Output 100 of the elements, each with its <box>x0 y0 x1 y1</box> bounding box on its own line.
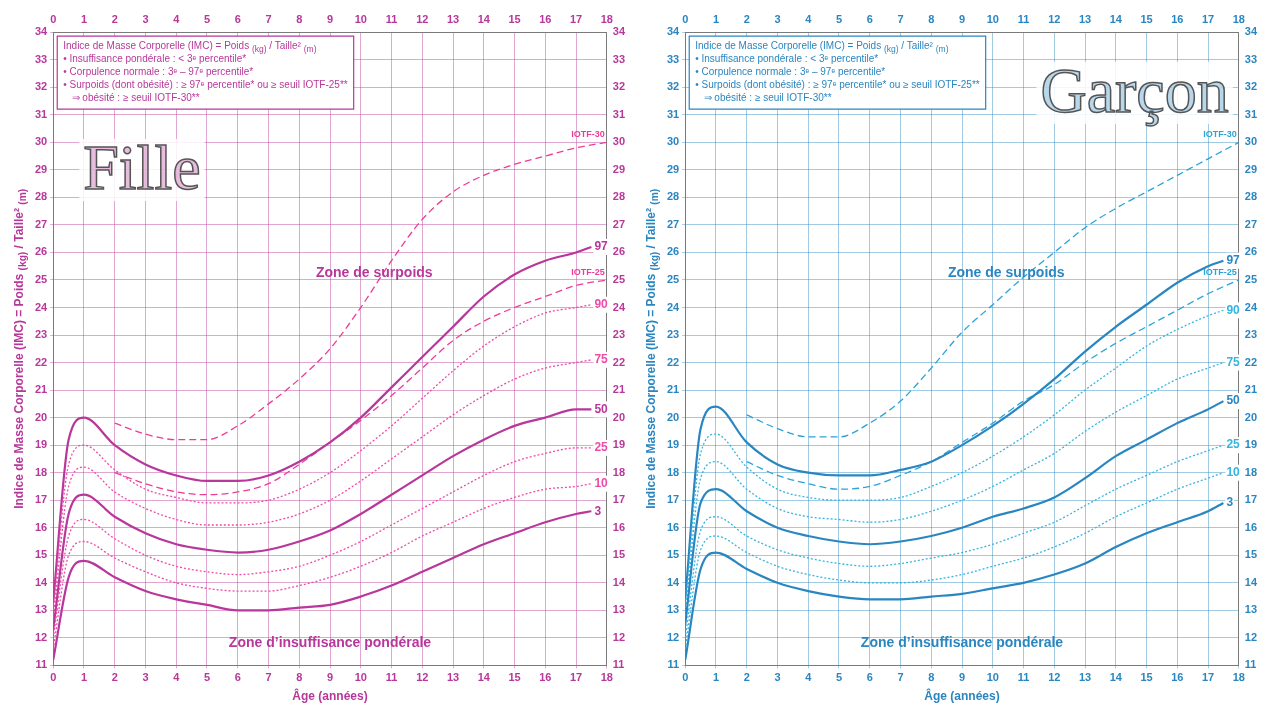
y-tick-label: 29 <box>34 162 48 175</box>
series-label: IOTF-25 <box>571 266 605 277</box>
x-tick-label: 12 <box>1048 671 1061 684</box>
y-tick-label: 13 <box>34 603 48 616</box>
y-tick-label: 19 <box>34 438 48 451</box>
series-label: 97 <box>1226 253 1241 268</box>
y2-tick-label: 20 <box>1244 410 1258 423</box>
y2-tick-label: 24 <box>1244 300 1258 313</box>
y-tick-label: 19 <box>666 438 680 451</box>
y-tick-label: 18 <box>666 465 680 478</box>
y2-tick-label: 12 <box>612 630 626 643</box>
x2-tick-label: 11 <box>385 12 398 25</box>
x-tick-label: 4 <box>173 671 181 684</box>
y-tick-label: 26 <box>666 245 680 258</box>
series-label: 90 <box>1226 302 1241 317</box>
y2-tick-label: 16 <box>1244 520 1258 533</box>
x-tick-label: 5 <box>203 671 211 684</box>
series-label: 10 <box>1226 465 1241 479</box>
x2-tick-label: 9 <box>326 12 334 25</box>
annotation: Zone de surpoids <box>315 263 433 280</box>
y2-tick-label: 15 <box>1244 548 1258 561</box>
y-tick-label: 24 <box>666 300 681 313</box>
y-tick-label: 26 <box>34 245 48 258</box>
x-tick-label: 5 <box>835 671 843 684</box>
x2-tick-label: 0 <box>50 12 57 25</box>
y2-tick-label: 12 <box>1244 630 1258 643</box>
series-label: IOTF-25 <box>1203 266 1237 277</box>
y2-tick-label: 31 <box>612 107 626 120</box>
y-tick-label: 12 <box>666 630 680 643</box>
y2-tick-label: 34 <box>1244 25 1258 38</box>
x2-tick-label: 5 <box>835 12 843 25</box>
x-tick-label: 9 <box>326 671 334 684</box>
x2-tick-label: 8 <box>928 12 935 25</box>
y2-tick-label: 17 <box>612 493 626 506</box>
x2-tick-label: 3 <box>142 12 149 25</box>
y-tick-label: 27 <box>34 217 48 230</box>
x-tick-label: 9 <box>958 671 966 684</box>
y-tick-label: 11 <box>667 658 680 671</box>
y-tick-label: 13 <box>666 603 680 616</box>
x-tick-label: 3 <box>774 671 781 684</box>
x-tick-label: 3 <box>142 671 149 684</box>
x2-tick-label: 6 <box>234 12 241 25</box>
y-tick-label: 20 <box>34 410 48 423</box>
y2-tick-label: 18 <box>612 465 626 478</box>
series-label: 10 <box>594 476 609 491</box>
x2-tick-label: 17 <box>569 12 583 25</box>
y-tick-label: 18 <box>34 465 48 478</box>
x2-tick-label: 0 <box>682 12 689 25</box>
x2-tick-label: 2 <box>743 12 750 25</box>
x2-tick-label: 18 <box>600 12 613 25</box>
x-tick-label: 7 <box>897 671 904 684</box>
x-tick-label: 17 <box>569 671 583 684</box>
series-label: 50 <box>594 401 609 416</box>
x-tick-label: 10 <box>354 671 367 684</box>
x2-tick-label: 14 <box>477 12 491 25</box>
x2-tick-label: 13 <box>1078 12 1092 25</box>
x-tick-label: 2 <box>111 671 118 684</box>
y-axis-title: Indice de Masse Corporelle (IMC) = Poids (kg) / Taille² (m) <box>644 188 661 509</box>
x-tick-label: 17 <box>1201 671 1215 684</box>
x2-tick-label: 12 <box>1048 12 1061 25</box>
y-tick-label: 32 <box>666 80 680 93</box>
y-tick-label: 28 <box>666 190 680 203</box>
x-tick-label: 4 <box>805 671 813 684</box>
y2-tick-label: 11 <box>1244 658 1257 671</box>
y-tick-label: 31 <box>34 107 48 120</box>
y2-tick-label: 16 <box>612 520 626 533</box>
x-tick-label: 1 <box>712 671 720 684</box>
y2-tick-label: 32 <box>612 80 626 93</box>
x2-tick-label: 10 <box>986 12 999 25</box>
y-tick-label: 32 <box>34 80 48 93</box>
x-tick-label: 6 <box>234 671 241 684</box>
x2-tick-label: 1 <box>80 12 88 25</box>
y2-tick-label: 23 <box>612 328 626 341</box>
y2-tick-label: 29 <box>612 162 626 175</box>
x-tick-label: 15 <box>508 671 521 684</box>
y-tick-label: 17 <box>666 493 680 506</box>
x2-tick-label: 4 <box>805 12 813 25</box>
x2-tick-label: 18 <box>1232 12 1245 25</box>
x2-tick-label: 7 <box>897 12 904 25</box>
y-tick-label: 22 <box>666 355 680 368</box>
x2-tick-label: 2 <box>111 12 118 25</box>
y2-tick-label: 24 <box>612 300 626 313</box>
y2-tick-label: 15 <box>612 548 626 561</box>
y2-tick-label: 33 <box>1244 52 1258 65</box>
y2-tick-label: 34 <box>612 25 626 38</box>
y-tick-label: 22 <box>34 355 48 368</box>
series-label: 75 <box>594 352 609 367</box>
y2-tick-label: 21 <box>1244 383 1258 396</box>
series-label: 75 <box>1226 354 1241 369</box>
x-tick-label: 13 <box>446 671 460 684</box>
y2-tick-label: 27 <box>612 217 626 230</box>
series-label: 25 <box>1226 437 1241 452</box>
y2-tick-label: 25 <box>612 273 626 286</box>
x2-tick-label: 6 <box>866 12 873 25</box>
x2-tick-label: 1 <box>712 12 720 25</box>
y2-tick-label: 28 <box>1244 190 1258 203</box>
x2-tick-label: 10 <box>354 12 367 25</box>
x-tick-label: 15 <box>1140 671 1153 684</box>
x-tick-label: 16 <box>539 671 552 684</box>
y2-tick-label: 14 <box>1244 575 1258 588</box>
